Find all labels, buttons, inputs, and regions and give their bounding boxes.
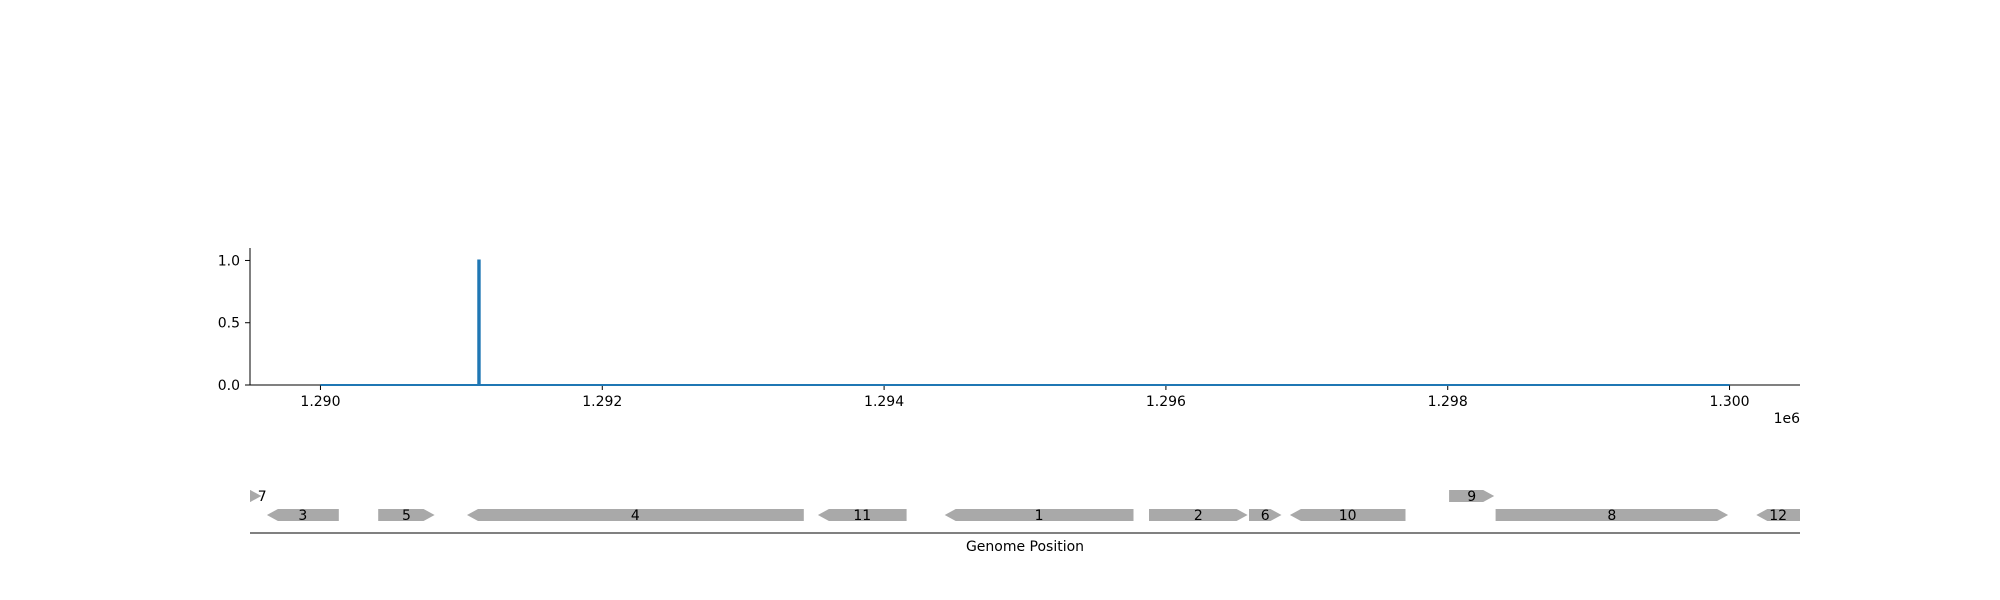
- x-tick-label: 1.290: [300, 394, 340, 410]
- y-tick-label: 0.0: [218, 378, 240, 394]
- gene-label: 9: [1467, 489, 1476, 505]
- gene-label: 4: [631, 508, 640, 524]
- gene-arrow: [1449, 490, 1495, 502]
- gene-label: 5: [402, 508, 411, 524]
- signal-plot: 0.0 0.5 1.0 1.290 1.292 1.294 1.296 1.298 1.300…: [218, 248, 1800, 427]
- gene-arrow: [250, 490, 262, 502]
- y-tick-label: 0.5: [218, 316, 240, 332]
- gene-feature-12: 12: [1756, 508, 1800, 524]
- gene-arrow: [1149, 509, 1248, 521]
- gene-arrow: [378, 509, 435, 521]
- x-tick-label: 1.300: [1709, 394, 1749, 410]
- y-ticks: 0.0 0.5 1.0: [218, 253, 250, 394]
- gene-feature-2: 2: [1149, 508, 1248, 524]
- gene-feature-3: 3: [266, 508, 339, 524]
- gene-label: 12: [1769, 508, 1787, 524]
- gene-label: 1: [1035, 508, 1044, 524]
- signal-series-line: [320, 259, 1730, 386]
- y-tick-label: 1.0: [218, 253, 240, 269]
- gene-label: 8: [1607, 508, 1616, 524]
- x-tick-label: 1.296: [1146, 394, 1186, 410]
- gene-arrow: [467, 509, 804, 521]
- gene-arrow: [1756, 509, 1800, 521]
- gene-arrow: [1495, 509, 1729, 521]
- gene-arrow: [266, 509, 339, 521]
- gene-arrow: [1289, 509, 1406, 521]
- gene-feature-5: 5: [378, 508, 435, 524]
- gene-arrow: [944, 509, 1134, 521]
- gene-track-xlabel: Genome Position: [966, 539, 1084, 555]
- x-ticks: 1.290 1.292 1.294 1.296 1.298 1.300: [300, 385, 1750, 410]
- gene-feature-4: 4: [467, 508, 804, 524]
- gene-feature-6: 6: [1249, 508, 1282, 524]
- gene-feature-10: 10: [1289, 508, 1406, 524]
- gene-feature-8: 8: [1495, 508, 1729, 524]
- x-tick-label: 1.298: [1428, 394, 1468, 410]
- gene-label: 6: [1261, 508, 1270, 524]
- x-axis-offset-label: 1e6: [1774, 411, 1801, 427]
- gene-label: 10: [1339, 508, 1357, 524]
- gene-feature-11: 11: [817, 508, 907, 524]
- gene-arrow: [1249, 509, 1282, 521]
- x-tick-label: 1.294: [864, 394, 904, 410]
- gene-feature-9: 9: [1449, 489, 1495, 505]
- gene-feature-7: 7: [250, 489, 267, 505]
- gene-label: 3: [298, 508, 307, 524]
- x-tick-label: 1.292: [582, 394, 622, 410]
- gene-label: 7: [258, 489, 267, 505]
- gene-feature-1: 1: [944, 508, 1134, 524]
- gene-arrow: [817, 509, 907, 521]
- gene-label: 2: [1194, 508, 1203, 524]
- gene-label: 11: [853, 508, 871, 524]
